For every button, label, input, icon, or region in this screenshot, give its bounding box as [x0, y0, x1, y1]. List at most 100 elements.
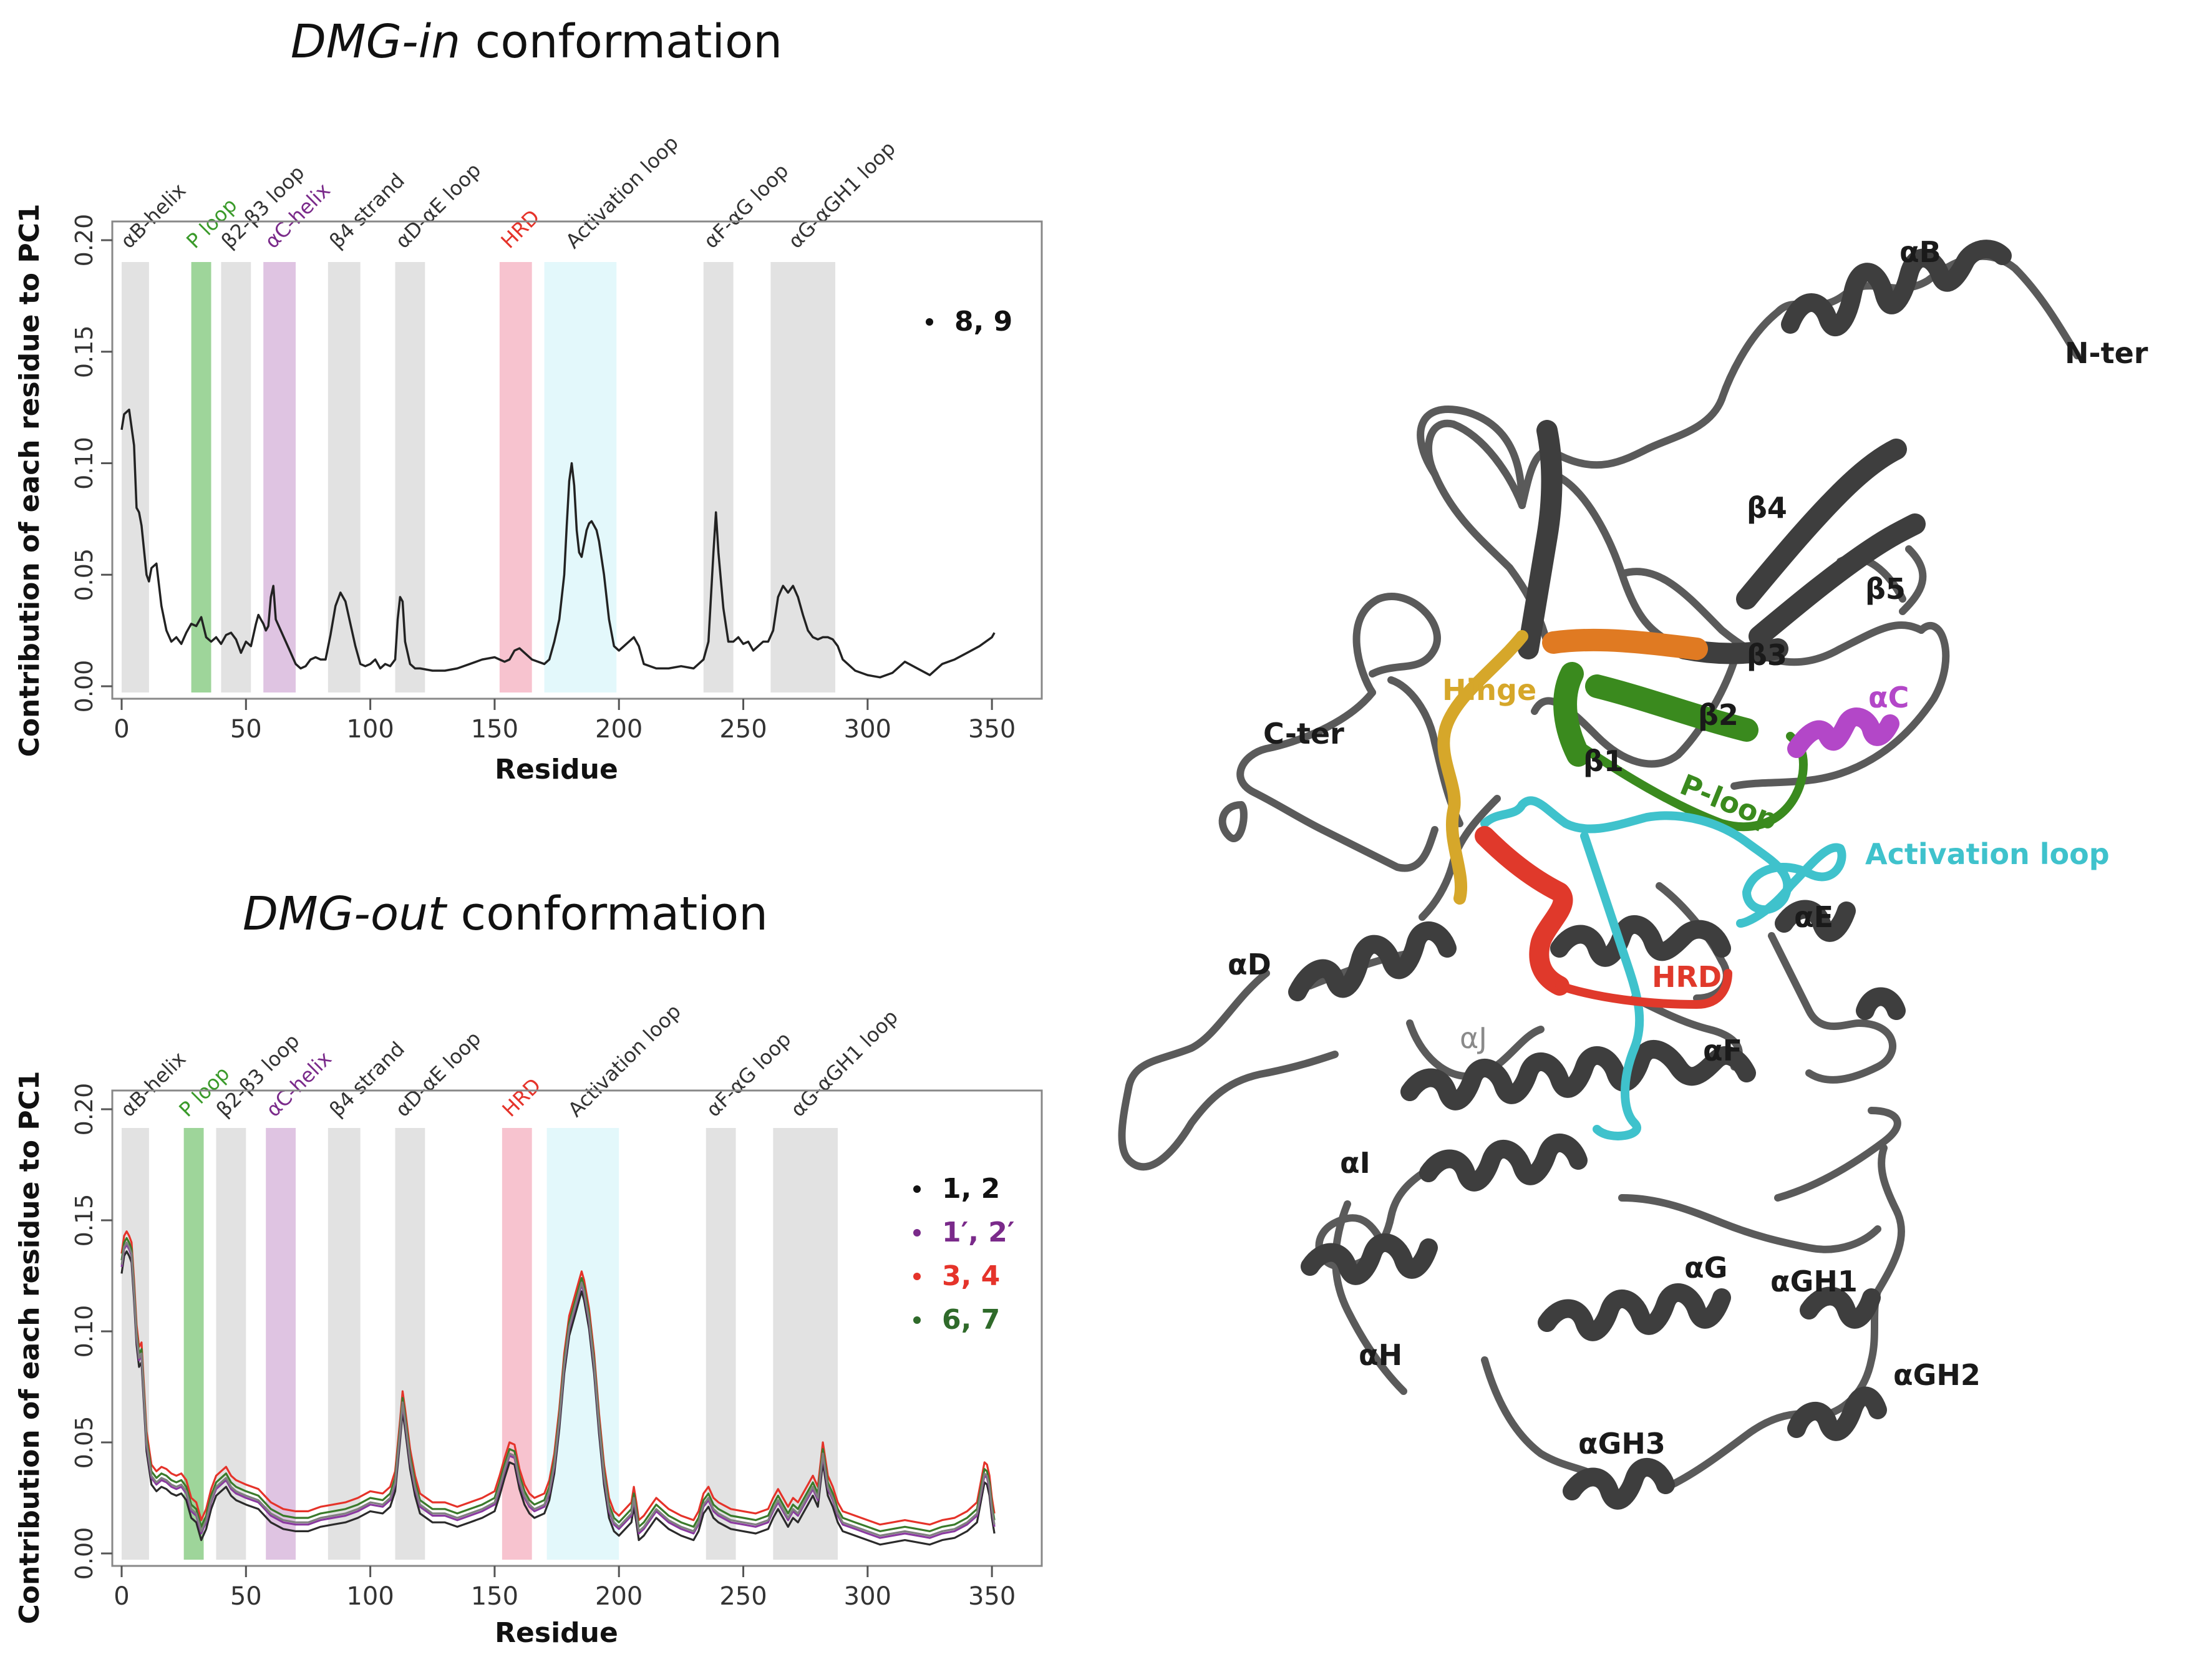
region-band-2: [221, 262, 251, 692]
label-b5: β5: [1865, 572, 1906, 606]
x-tick-label: 0: [114, 715, 129, 744]
structure-labels: αB N-ter β4 β5 β3 Hinge C-ter β2 αC β1 P…: [1228, 235, 2148, 1460]
legend-label-3: 6, 7: [942, 1304, 1000, 1336]
plot-frame: [111, 1089, 1043, 1567]
ac-helix-ribbon: [1787, 707, 1899, 758]
activation-loop-ribbon: [1480, 796, 1846, 1140]
dmg-in-title: DMG-in conformation: [291, 15, 782, 69]
label-ae: αE: [1794, 900, 1833, 934]
x-tick-label: 100: [346, 1582, 394, 1611]
label-b4: β4: [1747, 491, 1787, 525]
x-tick-label: 200: [595, 1582, 643, 1611]
y-tick-label: 0.20: [70, 1083, 98, 1136]
region-label-9: αG-αGH1 loop: [783, 137, 900, 253]
label-b3: β3: [1747, 638, 1787, 672]
label-agh3: αGH3: [1578, 1427, 1666, 1460]
region-label-7: Activation loop: [561, 131, 683, 253]
region-label-6: HRD: [497, 205, 545, 253]
kinase-structure-cartoon: αB N-ter β4 β5 β3 Hinge C-ter β2 αC β1 P…: [1118, 235, 2148, 1510]
label-b1: β1: [1583, 744, 1624, 778]
p-loop-coil: [1580, 732, 1808, 832]
hrd-ribbon: [1475, 826, 1573, 996]
region-label-8: αF-αG loop: [699, 159, 793, 253]
region-label-5: αD-αE loop: [390, 158, 485, 253]
region-band-1: [191, 262, 211, 692]
region-band-4: [327, 262, 361, 692]
label-ag: αG: [1684, 1251, 1727, 1285]
hrd-coil: [1555, 969, 1732, 1009]
y-tick-label: 0.05: [70, 548, 98, 601]
y-tick-label: 0.00: [70, 660, 98, 713]
y-tick-label: 0.00: [70, 1527, 98, 1580]
label-cter: C-ter: [1263, 717, 1344, 751]
x-tick-label: 200: [595, 715, 643, 744]
label-aB: αB: [1899, 235, 1941, 269]
p-loop-strand: [1585, 674, 1758, 742]
legend-marker-3: [913, 1316, 921, 1324]
x-tick-label: 350: [968, 715, 1016, 744]
dmg-out-xlabel: Residue: [495, 1617, 618, 1649]
x-tick-label: 50: [230, 715, 262, 744]
backbone-strands: [1518, 420, 1926, 664]
x-tick-label: 150: [471, 715, 518, 744]
label-aj: αJ: [1460, 1021, 1487, 1055]
region-band-5: [395, 262, 425, 692]
legend-marker-2: [913, 1273, 921, 1280]
legend-marker-0: [913, 1185, 921, 1193]
y-tick-label: 0.20: [70, 214, 98, 267]
label-actloop: Activation loop: [1865, 837, 2110, 871]
label-ah: αH: [1359, 1338, 1402, 1372]
region-label-0: αB-helix: [116, 178, 191, 253]
region-band-0: [122, 1128, 149, 1560]
backbone-helices: [1288, 240, 2012, 1510]
region-band-8: [703, 262, 734, 692]
legend-marker-1: [913, 1229, 921, 1237]
y-tick-label: 0.15: [70, 325, 98, 378]
region-band-3: [266, 1128, 296, 1560]
region-band-5: [395, 1128, 425, 1560]
x-tick-label: 50: [230, 1582, 262, 1611]
region-band-9: [770, 262, 836, 692]
region-label-9: αG-αGH1 loop: [786, 1005, 903, 1122]
legend-label-2: 3, 4: [942, 1260, 1000, 1292]
region-label-8: αF-αG loop: [701, 1028, 795, 1122]
x-tick-label: 0: [114, 1582, 129, 1611]
x-tick-label: 250: [719, 715, 767, 744]
hinge-ribbon: [1437, 630, 1528, 905]
region-band-8: [706, 1128, 736, 1560]
label-b2: β2: [1698, 698, 1739, 732]
label-nter: N-ter: [2065, 336, 2148, 370]
label-hrd: HRD: [1652, 960, 1722, 994]
label-agh1: αGH1: [1770, 1265, 1858, 1298]
y-tick-label: 0.10: [70, 437, 98, 490]
plot-frame: [111, 220, 1043, 700]
y-tick-label: 0.15: [70, 1194, 98, 1247]
label-agh2: αGH2: [1893, 1358, 1981, 1392]
series-line-4: [120, 1241, 996, 1537]
b3-strand-ribbon: [1542, 628, 1708, 660]
x-tick-label: 300: [844, 1582, 891, 1611]
dmg-in-ylabel: Contribution of each residue to PC1: [14, 204, 46, 757]
legend-label-0: 8, 9: [954, 306, 1012, 338]
y-tick-label: 0.10: [70, 1305, 98, 1358]
x-tick-label: 300: [844, 715, 891, 744]
region-label-5: αD-αE loop: [390, 1027, 485, 1122]
region-label-7: Activation loop: [563, 999, 686, 1122]
legend-marker-0: [926, 318, 933, 326]
region-band-4: [327, 1128, 361, 1560]
x-tick-label: 100: [346, 715, 394, 744]
dmg-in-xlabel: Residue: [495, 754, 618, 785]
p-loop-ribbon: [1553, 662, 1590, 767]
region-band-6: [499, 262, 532, 692]
region-band-7: [544, 262, 617, 692]
label-af: αF: [1703, 1034, 1742, 1067]
label-ad: αD: [1228, 948, 1271, 981]
label-ac: αC: [1868, 681, 1909, 714]
label-hinge: Hinge: [1442, 673, 1536, 707]
y-tick-label: 0.05: [70, 1416, 98, 1469]
x-tick-label: 150: [471, 1582, 518, 1611]
